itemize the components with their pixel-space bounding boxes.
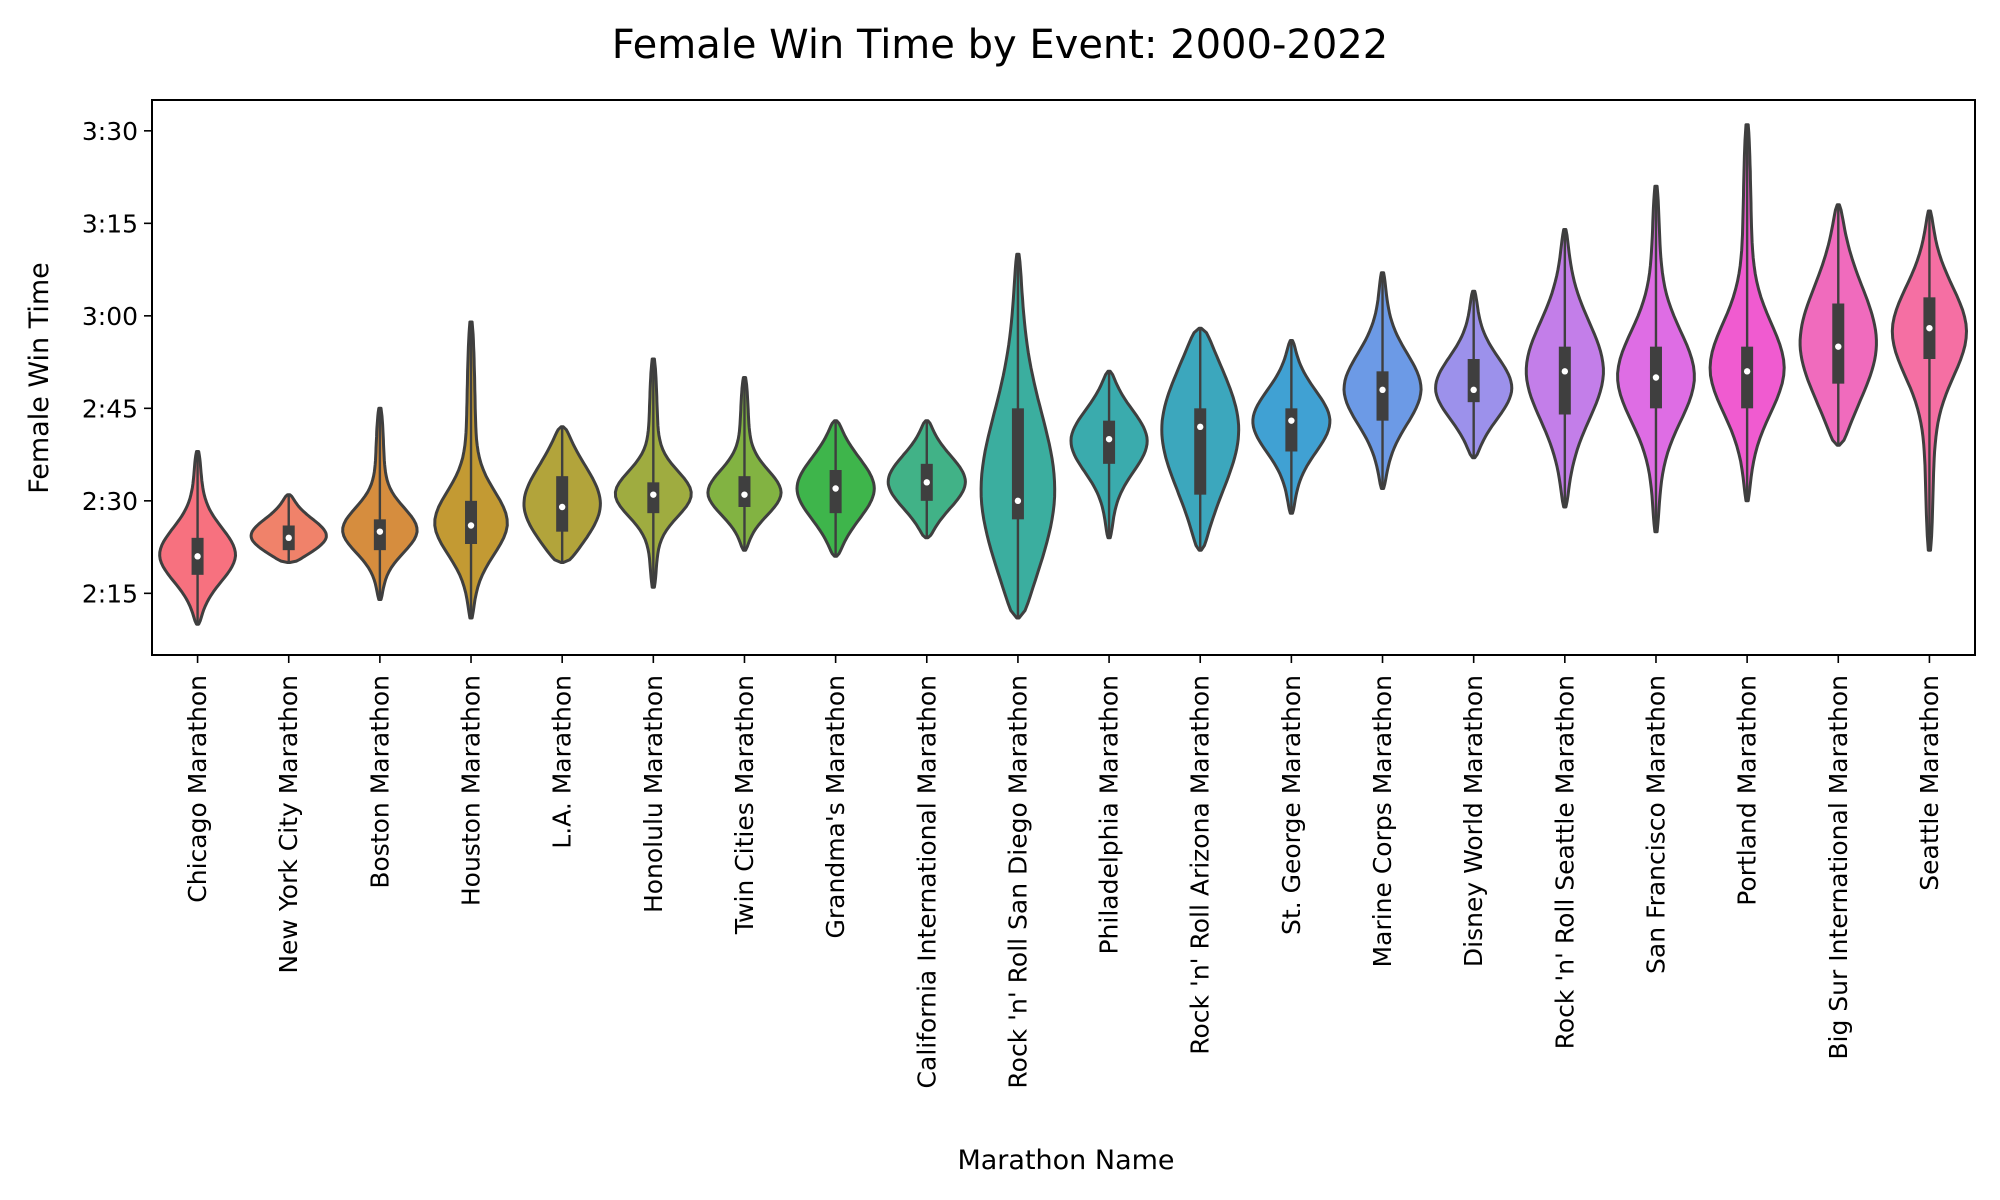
violin-iqr-box [1285,408,1298,452]
violin-median [650,491,657,498]
violin-median [558,503,566,511]
x-tick-label: Twin Cities Marathon [730,675,759,935]
violin-median [923,479,930,486]
x-axis-label: Marathon Name [957,1145,1174,1176]
violin-median [1652,374,1660,381]
violin-iqr-box [1376,371,1389,421]
x-tick-label: Disney World Marathon [1459,675,1488,967]
violin-iqr-box [1194,408,1207,495]
violin-median [1105,435,1113,443]
violin-median [832,485,839,492]
violin-median [467,522,475,529]
x-tick-label: Boston Marathon [365,675,394,889]
violin-median [1379,386,1386,394]
x-tick-label: San Francisco Marathon [1641,675,1670,974]
plot-frame [151,99,1976,656]
violin-median [194,553,201,560]
violin-median [1743,368,1751,375]
y-tick-label: 3:00 [82,302,138,331]
x-tick-label: New York City Marathon [274,675,303,974]
violin-median [1561,368,1569,375]
violin-median [376,528,384,535]
y-tick-label: 2:15 [82,579,138,608]
y-tick-label: 3:30 [82,117,138,146]
x-tick-label: Grandma's Marathon [821,675,850,938]
x-tick-label: Rock 'n' Roll San Diego Marathon [1003,675,1032,1089]
violin-median [1926,324,1933,332]
x-tick-label: L.A. Marathon [548,675,577,849]
violin-iqr-box [1467,359,1480,403]
violin-iqr-box [1558,346,1571,415]
x-tick-label: Marine Corps Marathon [1368,675,1397,967]
x-tick-label: Rock 'n' Roll Arizona Marathon [1186,675,1215,1055]
violin-median [1197,423,1204,431]
violin-median [741,491,748,498]
x-tick-label: Houston Marathon [457,675,486,906]
violin-median [1835,343,1842,350]
x-tick-label: St. George Marathon [1277,675,1306,935]
plot-area: 2:15 2:30 2:45 3:00 3:15 3:30 Chicago Maratho… [82,99,1976,1089]
x-tick-label: California International Marathon [912,675,941,1088]
violin-iqr-box [1741,346,1754,409]
violins [158,123,1968,626]
x-tick-label: Portland Marathon [1733,675,1762,906]
x-tick-label: Seattle Marathon [1915,675,1944,891]
y-axis-label: Female Win Time [24,262,55,494]
violin-median [1014,497,1022,505]
x-axis: Chicago Marathon New York City Marathon Bo… [183,655,1944,1089]
x-tick-label: Chicago Marathon [183,675,212,903]
x-tick-label: Rock 'n' Roll Seattle Marathon [1550,675,1579,1049]
violin-median [1470,386,1477,394]
chart-title: Female Win Time by Event: 2000-2022 [612,22,1388,68]
violin-median [285,534,292,542]
y-tick-label: 2:45 [82,394,138,423]
x-tick-label: Big Sur International Marathon [1824,675,1853,1060]
violin-median [1288,417,1295,424]
y-axis: 2:15 2:30 2:45 3:00 3:15 3:30 [82,117,152,608]
x-tick-label: Philadelphia Marathon [1095,675,1124,955]
x-tick-label: Honolulu Marathon [639,675,668,913]
violin-iqr-box [1011,408,1024,520]
y-tick-label: 3:15 [82,209,138,238]
y-tick-label: 2:30 [82,487,138,516]
